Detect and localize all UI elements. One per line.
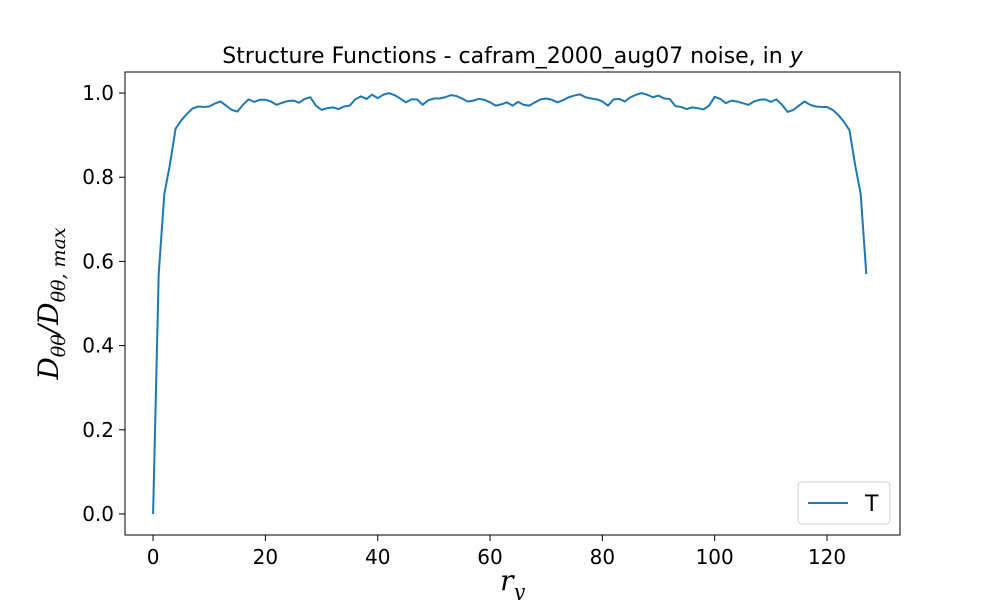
x-tick-label: 40 [365, 545, 390, 569]
legend: T [797, 481, 891, 525]
axes-frame [124, 71, 901, 536]
x-tick-label: 120 [808, 545, 846, 569]
chart-title: Structure Functions - cafram_2000_aug07 … [222, 44, 804, 69]
y-tick-label: 1.0 [82, 81, 114, 105]
x-tick-label: 100 [696, 545, 734, 569]
y-tick-label: 0.2 [82, 418, 114, 442]
x-axis-ticks: 0 20 40 60 80 100 120 [147, 535, 846, 569]
series-layer [152, 92, 868, 514]
y-axis-ticks: 0.0 0.2 0.4 0.6 0.8 1.0 [82, 81, 125, 526]
series-line-T [152, 92, 868, 514]
x-tick-label: 0 [147, 545, 160, 569]
y-tick-label: 0.4 [82, 334, 114, 358]
y-tick-label: 0.0 [82, 502, 114, 526]
y-tick-label: 0.8 [82, 165, 114, 189]
legend-label-T: T [864, 492, 879, 517]
x-tick-label: 60 [477, 545, 502, 569]
x-tick-label: 80 [590, 545, 615, 569]
x-tick-label: 20 [253, 545, 278, 569]
y-tick-label: 0.6 [82, 249, 114, 273]
